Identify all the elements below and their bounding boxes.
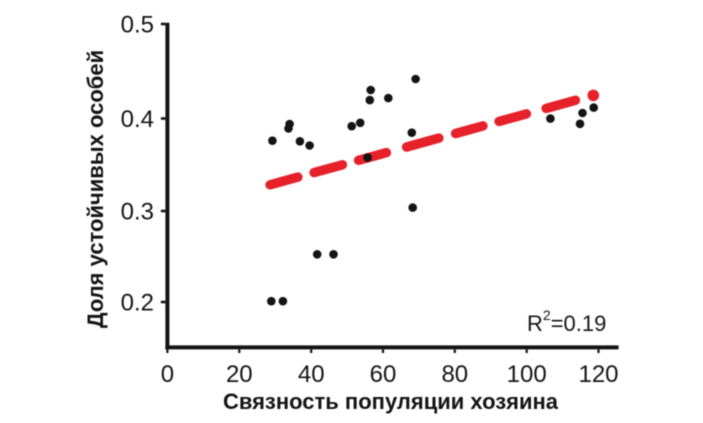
svg-text:0: 0 — [161, 361, 174, 388]
svg-text:120: 120 — [578, 361, 618, 388]
svg-text:0.3: 0.3 — [121, 199, 154, 226]
svg-text:Связность популяции хозяина: Связность популяции хозяина — [223, 389, 559, 414]
svg-text:60: 60 — [370, 361, 397, 388]
svg-text:80: 80 — [441, 361, 468, 388]
svg-text:0.2: 0.2 — [121, 290, 154, 317]
svg-text:0.4: 0.4 — [121, 106, 154, 133]
svg-text:Доля устойчивых особей: Доля устойчивых особей — [83, 50, 108, 328]
svg-text:R2=0.19: R2=0.19 — [527, 307, 606, 336]
svg-text:40: 40 — [298, 361, 325, 388]
svg-text:20: 20 — [226, 361, 253, 388]
svg-text:0.5: 0.5 — [121, 12, 154, 39]
svg-text:100: 100 — [507, 361, 547, 388]
